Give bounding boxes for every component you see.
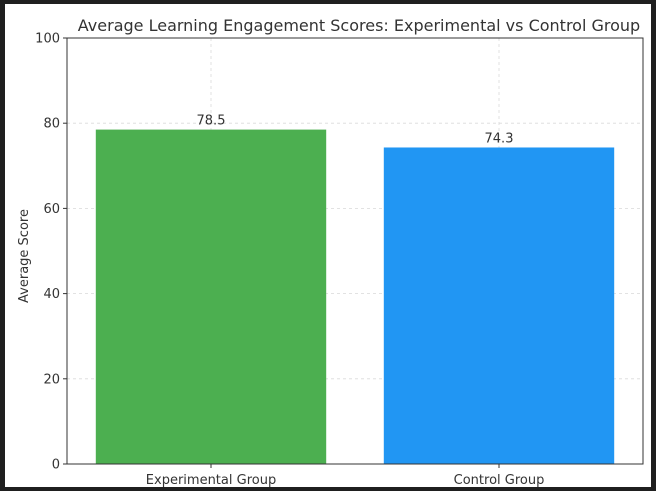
x-tick-label: Control Group: [454, 473, 545, 487]
y-tick-label: 40: [43, 287, 60, 302]
x-ticks: Experimental Group Control Group: [146, 464, 545, 487]
bar-chart: Average Learning Engagement Scores: Expe…: [17, 16, 644, 487]
bar-0: [95, 129, 327, 464]
bar-1: [383, 147, 615, 464]
x-tick-label: Experimental Group: [146, 473, 276, 487]
y-tick-label: 60: [43, 202, 60, 217]
axes: [66, 37, 644, 465]
y-tick-label: 100: [35, 32, 60, 47]
bars: [95, 129, 615, 464]
value-labels: 78.5 74.3: [197, 114, 514, 147]
y-tick-label: 20: [43, 372, 60, 387]
y-axis-label: Average Score: [17, 209, 32, 303]
y-tick-label: 0: [52, 458, 60, 473]
value-label: 78.5: [197, 114, 226, 129]
plot-frame: [66, 37, 644, 465]
value-label: 74.3: [485, 131, 514, 146]
chart-title: Average Learning Engagement Scores: Expe…: [78, 16, 640, 35]
chart-frame: Average Learning Engagement Scores: Expe…: [5, 4, 651, 487]
y-tick-label: 80: [43, 117, 60, 132]
y-ticks: 0 20 40 60 80 100: [35, 32, 67, 473]
